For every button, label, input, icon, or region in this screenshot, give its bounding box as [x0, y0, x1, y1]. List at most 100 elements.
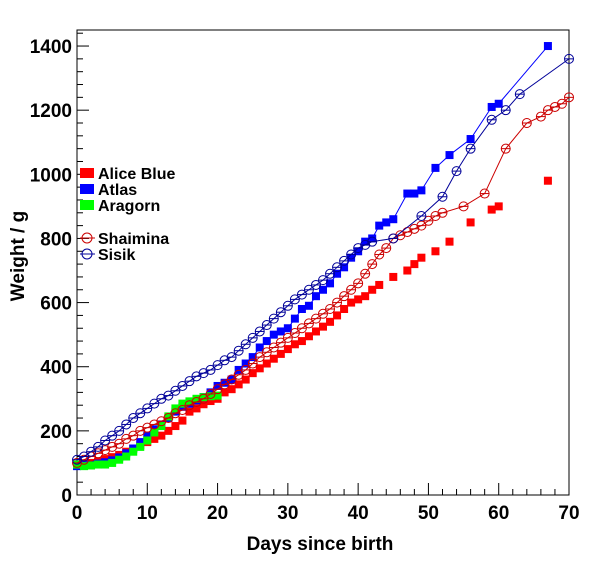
data-point [248, 369, 257, 378]
x-tick-label: 30 [277, 503, 298, 524]
data-point [445, 151, 454, 160]
y-axis-title: Weight / g [8, 211, 29, 301]
y-tick-label: 200 [40, 422, 72, 443]
data-point [220, 388, 229, 397]
data-point [543, 176, 552, 185]
data-point [108, 458, 117, 467]
legend-label: Atlas [98, 182, 137, 199]
data-point [269, 330, 278, 339]
data-point [185, 407, 194, 416]
legend-item-atlas: Atlas [80, 182, 137, 199]
y-tick-label: 600 [40, 294, 72, 315]
data-point [157, 431, 166, 440]
y-axis: 0 200 400 600 800 1000 1200 1400 [30, 32, 89, 507]
data-point [241, 359, 250, 368]
data-point [115, 455, 124, 464]
data-point [87, 461, 96, 470]
legend-marker [80, 184, 94, 194]
data-point [368, 285, 377, 294]
data-point [487, 205, 496, 214]
data-point [143, 431, 152, 440]
data-point [297, 337, 306, 346]
data-point [150, 434, 159, 443]
data-point [290, 314, 299, 323]
data-point [101, 460, 110, 469]
legend-item-aragorn: Aragorn [80, 198, 160, 215]
legend-item-sisik: Sisik [80, 247, 135, 264]
y-tick-label: 0 [61, 486, 72, 507]
series-line-atlas [76, 45, 549, 467]
x-tick-label: 0 [72, 503, 83, 524]
data-point [347, 298, 356, 307]
series-sisik [72, 53, 574, 465]
data-point [255, 364, 264, 373]
data-point [227, 385, 236, 394]
legend-marker [80, 200, 94, 210]
data-point [143, 436, 152, 445]
y-tick-label: 400 [40, 358, 72, 379]
data-point [333, 269, 342, 278]
data-point [311, 327, 320, 336]
data-point [375, 280, 384, 289]
data-point [262, 337, 271, 346]
y-tick-label: 1400 [30, 37, 72, 58]
data-point [269, 354, 278, 363]
data-point [206, 397, 215, 406]
data-point [410, 260, 419, 269]
data-point [164, 426, 173, 435]
plot-area [72, 42, 574, 471]
y-tick-label: 800 [40, 229, 72, 250]
data-point [178, 399, 187, 408]
x-tick-label: 50 [418, 503, 439, 524]
x-tick-label: 40 [348, 503, 369, 524]
data-point [431, 247, 440, 256]
data-point [494, 202, 503, 211]
data-point [136, 442, 145, 451]
data-point [319, 322, 327, 331]
data-point [171, 422, 180, 431]
data-point [361, 237, 370, 246]
data-point [129, 447, 138, 456]
data-point [340, 305, 349, 313]
data-point [431, 163, 440, 172]
plot-frame [76, 29, 570, 496]
data-point [403, 266, 412, 275]
data-point [389, 272, 398, 281]
data-point [319, 285, 327, 294]
x-tick-label: 10 [137, 503, 158, 524]
data-point [199, 400, 208, 409]
data-point [150, 428, 159, 437]
data-point [543, 42, 552, 51]
data-point [466, 218, 475, 227]
data-point [389, 215, 398, 224]
data-point [466, 135, 475, 144]
data-point [403, 189, 412, 198]
data-point [283, 324, 292, 333]
data-point [368, 234, 377, 243]
data-point [361, 292, 370, 301]
data-point [213, 381, 222, 390]
x-axis-title: Days since birth [247, 534, 394, 555]
data-point [276, 327, 285, 336]
data-point [410, 189, 419, 198]
x-tick-label: 60 [488, 503, 509, 524]
series-shaimina [72, 92, 574, 468]
data-point [213, 391, 222, 400]
legend-item-alice-blue: Alice Blue [80, 166, 175, 183]
data-point [241, 375, 250, 384]
legend-label: Aragorn [98, 198, 160, 215]
data-point [304, 301, 313, 310]
data-point [94, 460, 103, 469]
x-axis: 0 10 20 30 40 50 60 70 [72, 483, 580, 524]
series-line-sisik [76, 58, 570, 461]
data-point [206, 392, 215, 401]
data-point [136, 438, 145, 447]
data-point [283, 345, 292, 354]
data-point [333, 311, 342, 320]
data-point [248, 353, 257, 362]
data-point [122, 452, 131, 461]
data-point [290, 340, 299, 349]
data-point [297, 305, 306, 313]
data-point [262, 359, 271, 368]
